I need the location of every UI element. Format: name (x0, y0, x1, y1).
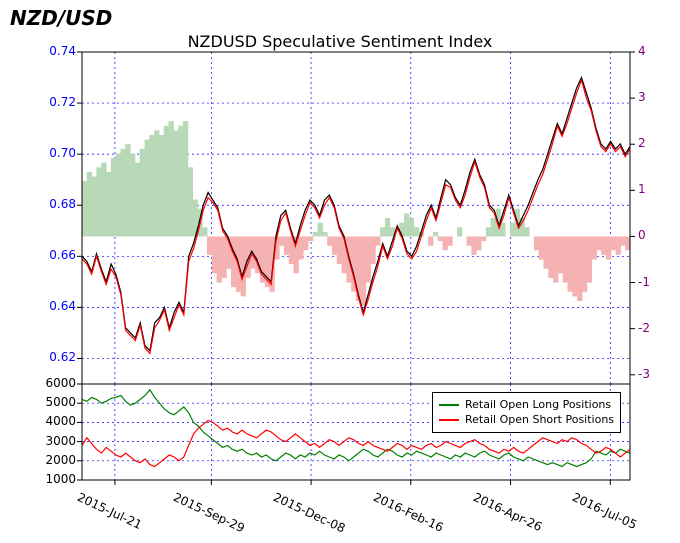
y-bottom-tick: 5000 (40, 395, 76, 409)
y-left-tick: 0.72 (40, 95, 76, 109)
y-right-tick: 0 (638, 228, 646, 242)
y-left-tick: 0.70 (40, 146, 76, 160)
chart-svg (0, 0, 680, 543)
y-left-tick: 0.66 (40, 248, 76, 262)
y-right-tick: -2 (638, 321, 650, 335)
y-right-tick: 3 (638, 90, 646, 104)
y-bottom-tick: 3000 (40, 434, 76, 448)
legend-row: Retail Open Short Positions (439, 412, 614, 427)
legend-label: Retail Open Short Positions (465, 412, 614, 427)
y-bottom-tick: 6000 (40, 376, 76, 390)
y-right-tick: -3 (638, 367, 650, 381)
y-bottom-tick: 2000 (40, 453, 76, 467)
legend-swatch (439, 404, 459, 406)
legend-row: Retail Open Long Positions (439, 397, 614, 412)
y-right-tick: -1 (638, 275, 650, 289)
y-left-tick: 0.74 (40, 44, 76, 58)
legend-label: Retail Open Long Positions (465, 397, 611, 412)
y-left-tick: 0.64 (40, 299, 76, 313)
legend-box: Retail Open Long PositionsRetail Open Sh… (432, 392, 621, 433)
y-bottom-tick: 1000 (40, 472, 76, 486)
y-right-tick: 4 (638, 44, 646, 58)
y-right-tick: 2 (638, 136, 646, 150)
y-left-tick: 0.68 (40, 197, 76, 211)
legend-swatch (439, 419, 459, 421)
y-bottom-tick: 4000 (40, 414, 76, 428)
y-left-tick: 0.62 (40, 350, 76, 364)
y-right-tick: 1 (638, 182, 646, 196)
chart-container: NZD/USD NZDUSD Speculative Sentiment Ind… (0, 0, 680, 543)
